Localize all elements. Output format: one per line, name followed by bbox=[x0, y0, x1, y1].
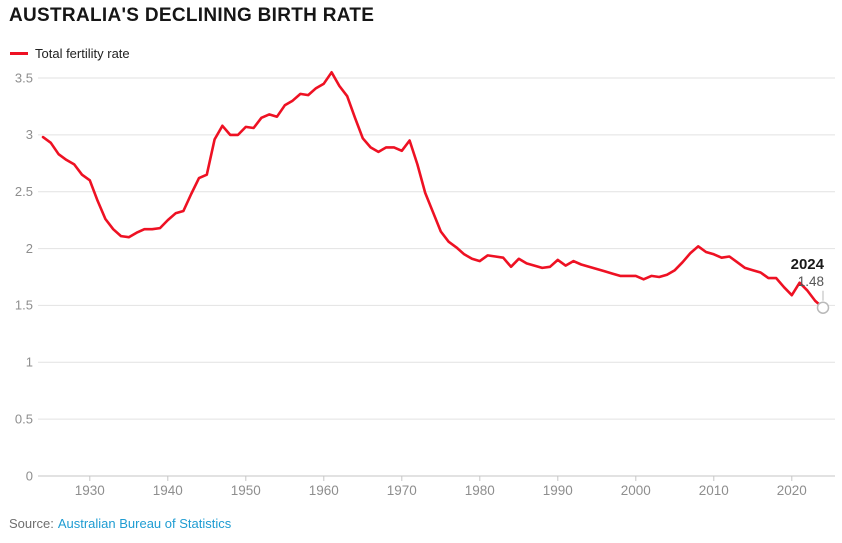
legend-label: Total fertility rate bbox=[35, 46, 130, 61]
x-tick-label: 2000 bbox=[621, 483, 651, 498]
x-tick-label: 1960 bbox=[309, 483, 339, 498]
y-tick-label: 3.5 bbox=[15, 70, 33, 85]
y-tick-label: 0.5 bbox=[15, 411, 33, 426]
source-line: Source: Australian Bureau of Statistics bbox=[9, 516, 231, 531]
x-tick-label: 2010 bbox=[699, 483, 729, 498]
legend: Total fertility rate bbox=[10, 46, 130, 61]
x-tick-label: 1980 bbox=[465, 483, 495, 498]
y-tick-label: 2 bbox=[26, 241, 33, 256]
y-tick-label: 1.5 bbox=[15, 298, 33, 313]
x-tick-label: 1940 bbox=[153, 483, 183, 498]
page-title: AUSTRALIA'S DECLINING BIRTH RATE bbox=[9, 5, 375, 26]
y-tick-label: 1 bbox=[26, 355, 33, 370]
x-tick-label: 2020 bbox=[777, 483, 807, 498]
x-tick-label: 1930 bbox=[75, 483, 105, 498]
y-tick-label: 0 bbox=[26, 468, 33, 483]
fertility-rate-line bbox=[41, 71, 825, 310]
source-link[interactable]: Australian Bureau of Statistics bbox=[57, 516, 232, 531]
endpoint-value-label: 1.48 bbox=[797, 274, 824, 289]
y-tick-label: 2.5 bbox=[15, 184, 33, 199]
legend-line-swatch bbox=[10, 52, 28, 55]
x-tick-label: 1970 bbox=[387, 483, 417, 498]
endpoint-year-label: 2024 bbox=[790, 256, 824, 273]
x-tick-label: 1990 bbox=[543, 483, 573, 498]
endpoint-marker bbox=[816, 301, 830, 314]
fertility-line-chart: 0 0.5 1 1.5 2 2.5 3 3.5 1930 1940 1950 1960 1970 1980… bbox=[15, 70, 835, 498]
y-tick-label: 3 bbox=[26, 127, 33, 142]
source-prefix: Source: bbox=[9, 516, 54, 531]
x-tick-label: 1950 bbox=[231, 483, 261, 498]
